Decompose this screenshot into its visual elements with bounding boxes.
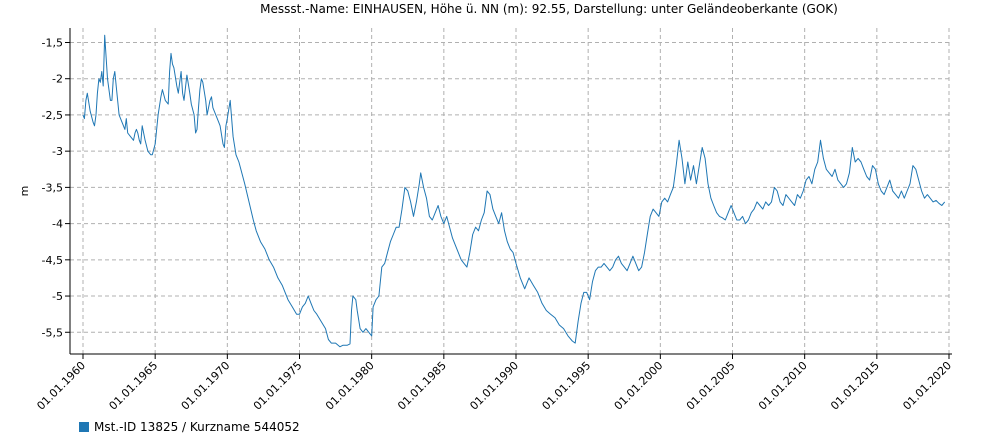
y-axis-ticks: -1,5 -2 -2,5 -3 -3,5 -4 -4,5 -5 -5,5 [42,36,70,339]
y-tick-label-4: -3,5 [42,181,63,194]
grid-lines [70,28,952,354]
y-tick-label-7: -5 [52,290,63,303]
legend: Mst.-ID 13825 / Kurzname 544052 [79,420,300,434]
x-tick-label-10: 01.01.2010 [756,359,810,413]
x-tick-label-6: 01.01.1990 [467,359,521,413]
legend-label: Mst.-ID 13825 / Kurzname 544052 [94,420,300,434]
y-axis-label: m [18,186,31,197]
y-tick-label-8: -5,5 [42,326,63,339]
axes [69,28,952,355]
series-line-0 [82,34,946,348]
x-tick-label-8: 01.01.2000 [612,359,666,413]
y-tick-label-0: -1,5 [42,36,63,49]
x-tick-label-1: 01.01.1965 [107,359,161,413]
x-tick-label-7: 01.01.1995 [540,359,594,413]
x-tick-label-5: 01.01.1985 [395,359,449,413]
y-tick-label-1: -2 [52,73,63,86]
x-tick-label-3: 01.01.1975 [251,359,305,413]
y-tick-label-2: -2,5 [42,109,63,122]
y-tick-label-6: -4,5 [42,254,63,267]
y-tick-label-3: -3 [52,145,63,158]
x-axis-ticks: 01.01.1960 01.01.1965 01.01.1970 01.01.1975… [34,354,954,413]
x-tick-label-12: 01.01.2020 [900,359,954,413]
x-tick-label-9: 01.01.2005 [684,359,738,413]
x-tick-label-11: 01.01.2015 [828,359,882,413]
x-tick-label-0: 01.01.1960 [34,359,88,413]
series-group [82,34,946,348]
x-tick-label-2: 01.01.1970 [179,359,233,413]
chart-title: Messst.-Name: EINHAUSEN, Höhe ü. NN (m):… [260,2,838,16]
legend-swatch [79,422,89,432]
x-tick-label-4: 01.01.1980 [323,359,377,413]
y-tick-label-5: -4 [52,218,63,231]
